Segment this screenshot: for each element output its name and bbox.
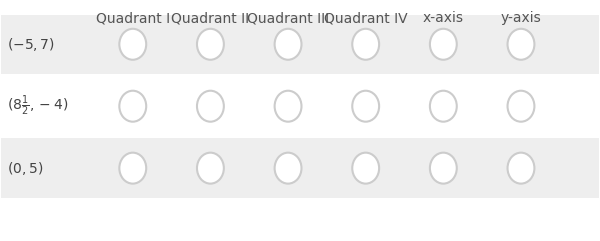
FancyBboxPatch shape [1,14,599,74]
Text: x-axis: x-axis [423,11,464,25]
FancyBboxPatch shape [1,138,599,198]
Ellipse shape [197,91,224,122]
Ellipse shape [430,153,457,184]
Ellipse shape [119,29,146,60]
Ellipse shape [430,29,457,60]
Text: Quadrant II: Quadrant II [172,11,250,25]
Ellipse shape [352,29,379,60]
Ellipse shape [275,91,301,122]
Ellipse shape [352,153,379,184]
Text: $(0, 5)$: $(0, 5)$ [7,160,44,177]
Ellipse shape [119,153,146,184]
Ellipse shape [508,29,535,60]
Ellipse shape [508,153,535,184]
Text: y-axis: y-axis [500,11,541,25]
Text: $(-5, 7)$: $(-5, 7)$ [7,36,55,53]
FancyBboxPatch shape [1,76,599,136]
Ellipse shape [275,29,301,60]
Ellipse shape [275,153,301,184]
Ellipse shape [119,91,146,122]
Text: Quadrant III: Quadrant III [247,11,329,25]
Text: Quadrant I: Quadrant I [96,11,170,25]
Ellipse shape [352,91,379,122]
Text: Quadrant IV: Quadrant IV [324,11,407,25]
Ellipse shape [197,153,224,184]
Text: $(8\frac{1}{2}, -4)$: $(8\frac{1}{2}, -4)$ [7,94,68,118]
Ellipse shape [430,91,457,122]
Ellipse shape [508,91,535,122]
Ellipse shape [197,29,224,60]
